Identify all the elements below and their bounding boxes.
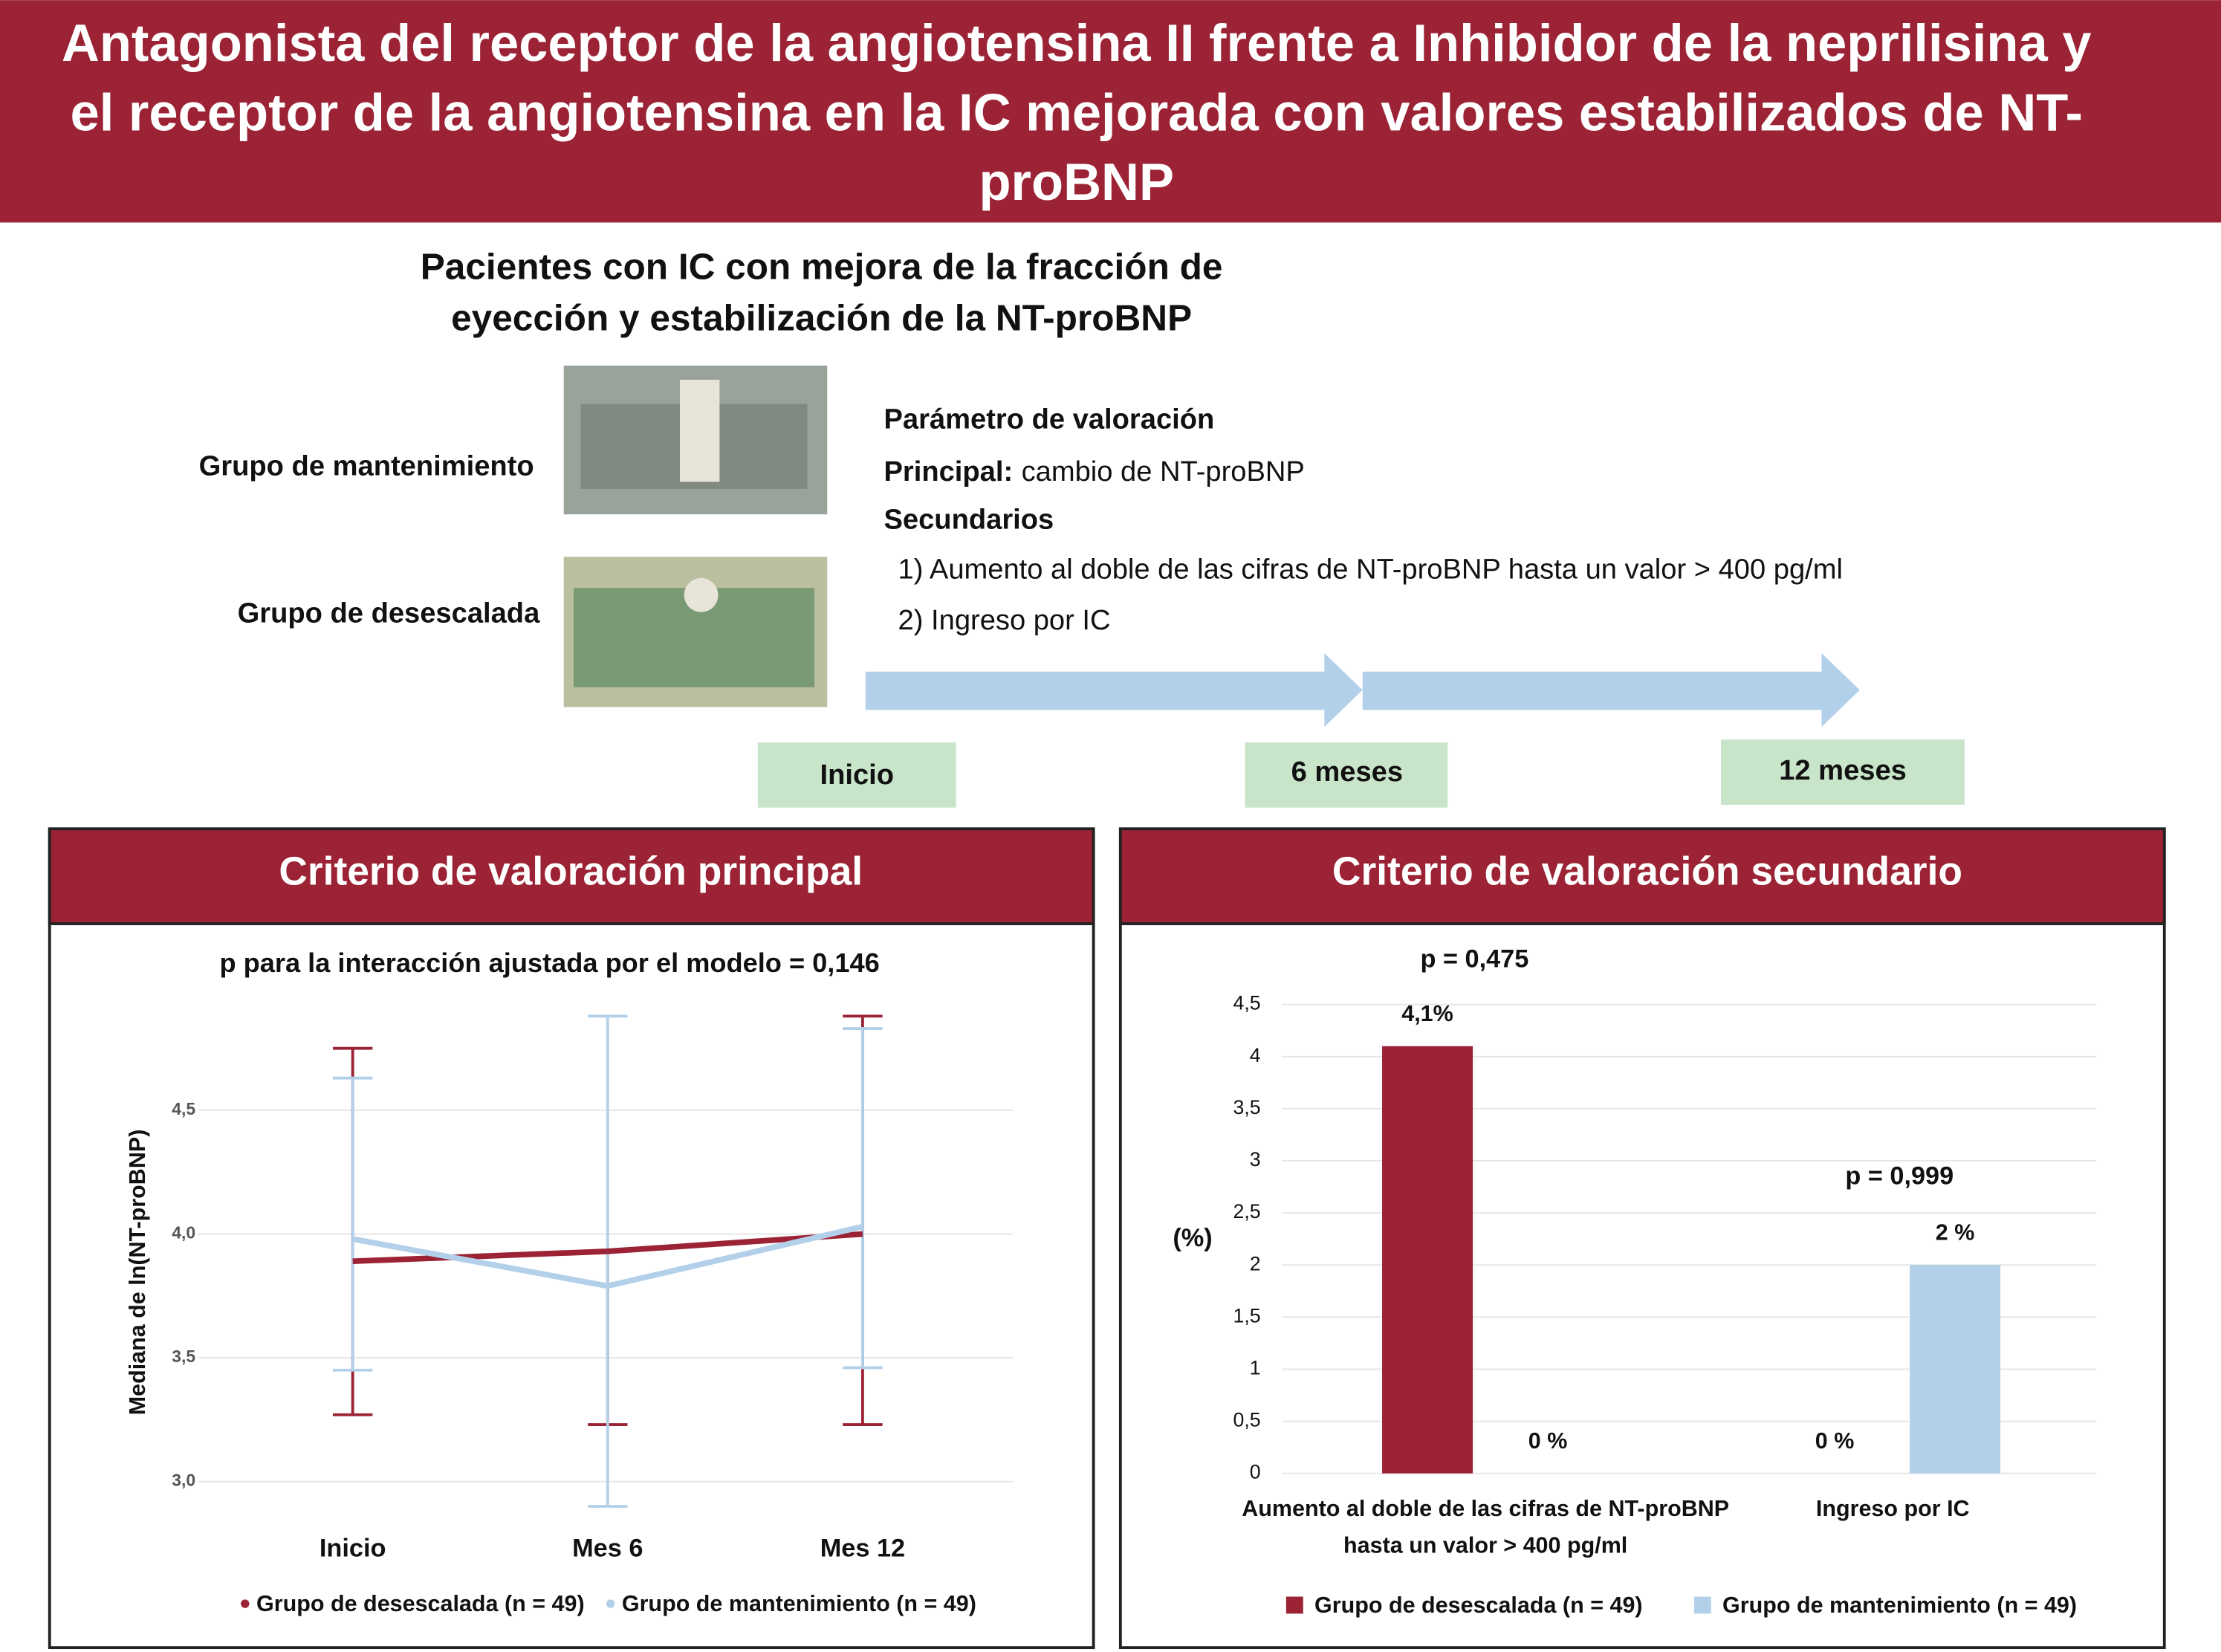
panel-title: Criterio de valoración principal — [279, 849, 863, 893]
group-label: Grupo de mantenimiento — [199, 450, 534, 482]
legend-label: Grupo de mantenimiento (n = 49) — [622, 1591, 976, 1616]
y-tick-label: 2,5 — [1233, 1200, 1260, 1222]
chart-subtitle: p para la interacción ajustada por el mo… — [219, 948, 879, 978]
annotation: p = 0,999 — [1845, 1162, 1953, 1190]
bar — [1382, 1046, 1473, 1474]
y-tick-label: 4,5 — [1233, 992, 1260, 1014]
value-label: 0 % — [1815, 1428, 1855, 1454]
panel-header — [1118, 827, 2166, 925]
y-tick-label: 1 — [1250, 1356, 1261, 1379]
x-tick-box: Ingreso por IC — [1815, 1497, 1970, 1522]
timeline-box — [1721, 739, 1965, 805]
header-title: Antagonista del receptor de la angiotens… — [61, 14, 2092, 212]
y-tick-label: 3 — [1250, 1148, 1261, 1170]
timeline-box — [1245, 742, 1448, 808]
timeline-arrow — [1362, 652, 1860, 728]
x-tick-label: Ingreso por IC — [1815, 1497, 1970, 1522]
bar-chart: Criterio de valoración secundario (%) 0 0,5… — [1173, 849, 2097, 1618]
value-label: 0 % — [1528, 1428, 1568, 1454]
legend-label: Grupo de desescalada (n = 49) — [1314, 1593, 1643, 1618]
y-axis-label: Mediana de ln(NT-proBNP) — [125, 1130, 150, 1416]
x-tick-label: Mes 12 — [820, 1535, 905, 1563]
bar — [1910, 1265, 2001, 1474]
timeline-label: 6 meses — [1291, 756, 1403, 788]
y-tick-label: 1,5 — [1233, 1304, 1260, 1327]
header-box: Antagonista del receptor de la angiotens… — [61, 14, 2092, 212]
secondary-heading: Secundarios — [883, 504, 1054, 536]
y-tick-label: 0,5 — [1233, 1409, 1260, 1431]
series-line — [351, 1223, 863, 1289]
legend-marker — [1693, 1596, 1711, 1614]
y-tick-label: 4,0 — [172, 1223, 195, 1243]
primary-label: Principal: — [883, 456, 1013, 487]
population-box: Pacientes con IC con mejora de la fracci… — [420, 244, 1223, 339]
secondary-item: 1) Aumento al doble de las cifras de NT-… — [898, 553, 1843, 585]
series-line — [352, 1231, 863, 1265]
annotation: p = 0,475 — [1420, 945, 1528, 974]
header-band — [0, 0, 2221, 223]
x-tick-label: Inicio — [320, 1535, 386, 1563]
value-label: 2 % — [1936, 1219, 1975, 1245]
group-image — [563, 557, 828, 707]
legend-label: Grupo de mantenimiento (n = 49) — [1722, 1593, 2077, 1618]
panel-title: Criterio de valoración secundario — [1332, 849, 1962, 893]
y-tick-label: 4,5 — [172, 1099, 195, 1118]
timeline-box — [757, 742, 956, 808]
value-label: 4,1% — [1401, 1001, 1453, 1026]
y-tick-label: 4 — [1250, 1044, 1261, 1066]
panel-header — [48, 827, 1095, 925]
y-tick-label: 3,5 — [172, 1347, 195, 1366]
timeline-label: 12 meses — [1779, 754, 1907, 786]
y-tick-label: 0 — [1250, 1461, 1261, 1483]
legend-label: Grupo de desescalada (n = 49) — [256, 1591, 585, 1616]
timeline-label: Inicio — [820, 759, 895, 791]
endpoint-heading: Parámetro de valoración — [883, 403, 1214, 435]
secondary-item: 2) Ingreso por IC — [898, 604, 1111, 636]
timeline-arrow — [865, 652, 1363, 728]
endpoint-primary: Principal: cambio de NT-proBNP — [883, 456, 1304, 487]
group-label: Grupo de desescalada — [238, 597, 540, 629]
x-tick-label: Aumento al doble de las cifras de NT-pro… — [1242, 1497, 1730, 1559]
x-tick-box: Aumento al doble de las cifras de NT-pro… — [1242, 1497, 1730, 1559]
y-tick-label: 2 — [1250, 1252, 1261, 1274]
primary-text: cambio de NT-proBNP — [1022, 456, 1305, 487]
group-image — [563, 365, 828, 515]
population-title: Pacientes con IC con mejora de la fracci… — [420, 244, 1223, 339]
x-tick-label: Mes 6 — [572, 1535, 643, 1563]
legend-marker — [241, 1599, 250, 1608]
line-chart: Criterio de valoración principal p para l… — [125, 849, 1013, 1616]
legend-marker — [1285, 1596, 1303, 1614]
y-tick-label: 3,5 — [1233, 1096, 1260, 1118]
legend-marker — [606, 1599, 615, 1608]
y-axis-label: (%) — [1173, 1224, 1212, 1252]
y-tick-label: 3,0 — [172, 1471, 195, 1490]
